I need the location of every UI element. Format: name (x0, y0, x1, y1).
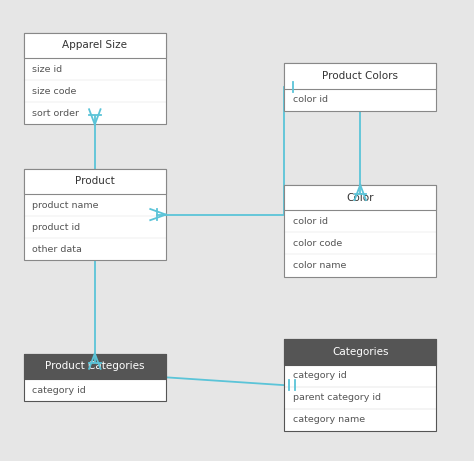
Text: product id: product id (32, 223, 81, 232)
Text: sort order: sort order (32, 109, 79, 118)
Text: color name: color name (293, 261, 346, 270)
Bar (284, 63, 436, 89)
Text: category id: category id (293, 371, 346, 380)
Bar (284, 339, 436, 365)
Text: Product: Product (75, 177, 115, 186)
Text: category id: category id (32, 385, 86, 395)
Text: color id: color id (293, 217, 328, 226)
Bar (24, 354, 166, 379)
Bar (24, 169, 166, 194)
Text: color id: color id (293, 95, 328, 104)
Text: Categories: Categories (332, 347, 389, 357)
Bar (284, 339, 436, 431)
Bar (284, 185, 436, 277)
Text: other data: other data (32, 245, 82, 254)
Text: Product Categories: Product Categories (45, 361, 145, 371)
Bar (284, 63, 436, 111)
Text: Color: Color (346, 193, 374, 202)
Text: color code: color code (293, 239, 342, 248)
Bar (24, 33, 166, 58)
Bar (24, 354, 166, 401)
Text: Product Colors: Product Colors (322, 71, 398, 81)
Bar (24, 33, 166, 124)
Text: size id: size id (32, 65, 63, 74)
Text: size code: size code (32, 87, 77, 96)
Text: parent category id: parent category id (293, 393, 381, 402)
Text: Apparel Size: Apparel Size (62, 41, 128, 50)
Text: category name: category name (293, 415, 365, 425)
Bar (284, 185, 436, 210)
Bar (24, 169, 166, 260)
Text: product name: product name (32, 201, 99, 210)
